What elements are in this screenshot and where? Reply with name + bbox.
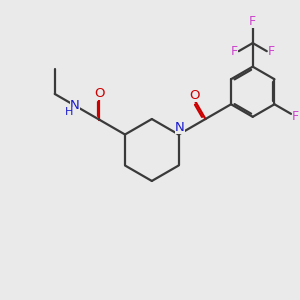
Text: F: F <box>268 45 275 58</box>
Text: O: O <box>190 89 200 102</box>
Text: O: O <box>94 87 105 100</box>
Text: F: F <box>292 110 299 123</box>
Text: N: N <box>175 121 185 134</box>
Text: N: N <box>70 98 80 112</box>
Text: F: F <box>249 15 256 28</box>
Text: F: F <box>231 45 238 58</box>
Text: H: H <box>65 107 73 117</box>
